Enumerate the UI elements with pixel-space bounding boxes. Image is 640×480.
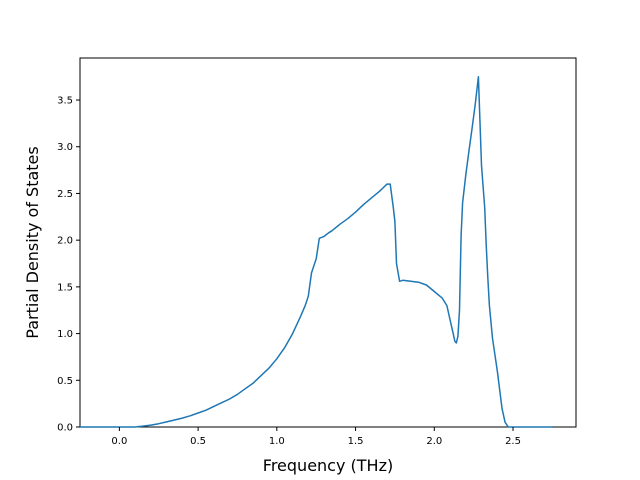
- y-tick-label: 0.5: [57, 376, 73, 387]
- y-tick-label: 0.0: [57, 423, 73, 434]
- x-axis: 0.0 0.5 1.0 1.5 2.0 2.5: [111, 427, 521, 447]
- plot-area: [79, 57, 577, 428]
- y-tick-label: 3.5: [57, 96, 73, 107]
- y-tick-label: 2.5: [57, 189, 73, 200]
- y-axis-label: Partial Density of States: [23, 146, 42, 338]
- y-tick-label: 3.0: [57, 142, 73, 153]
- x-tick-label: 2.0: [426, 436, 442, 447]
- x-axis-label: Frequency (THz): [263, 456, 393, 475]
- x-tick-label: 1.0: [269, 436, 285, 447]
- x-tick-label: 0.5: [190, 436, 206, 447]
- y-axis: 0.0 0.5 1.0 1.5 2.0 2.5 3.0 3.5: [57, 96, 80, 434]
- plot-frame: [79, 57, 577, 428]
- x-tick-label: 2.5: [505, 436, 521, 447]
- y-tick-label: 2.0: [57, 236, 73, 247]
- y-tick-label: 1.0: [57, 329, 73, 340]
- data-series-line: [80, 75, 553, 428]
- x-tick-label: 0.0: [111, 436, 127, 447]
- x-tick-label: 1.5: [348, 436, 364, 447]
- y-tick-label: 1.5: [57, 282, 73, 293]
